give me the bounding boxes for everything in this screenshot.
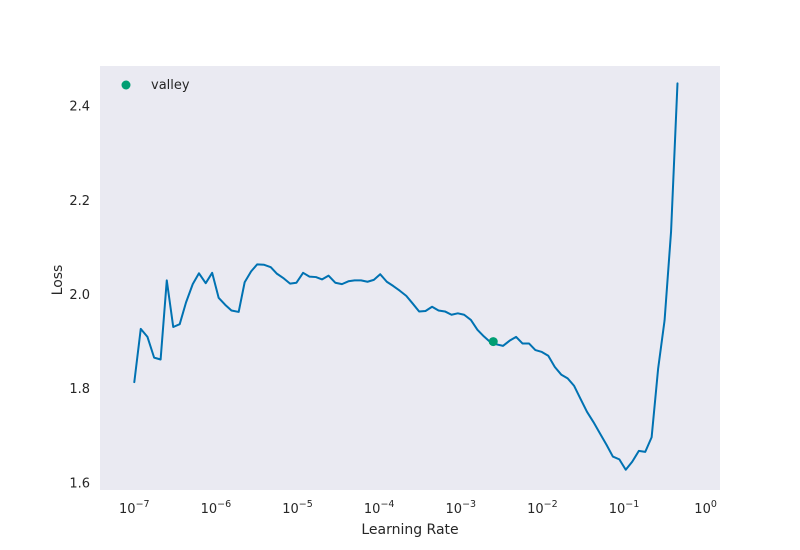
plot-area bbox=[100, 66, 720, 490]
x-tick-label: 10−5 bbox=[282, 499, 313, 517]
valley-markers bbox=[488, 337, 498, 347]
legend-valley-marker bbox=[121, 80, 131, 90]
y-tick-label: 1.6 bbox=[69, 476, 90, 491]
loss-curve bbox=[133, 82, 679, 471]
x-axis-ticks: 10−7 10−6 10−5 10−4 10−3 10−2 10−1 100 bbox=[119, 499, 717, 517]
x-tick-label: 10−4 bbox=[364, 499, 395, 517]
x-axis-title: Learning Rate bbox=[361, 522, 458, 538]
x-tick-label: 100 bbox=[694, 499, 717, 517]
x-tick-label: 10−1 bbox=[609, 499, 640, 517]
x-tick-label: 10−7 bbox=[119, 499, 150, 517]
valley-point bbox=[488, 337, 498, 347]
legend-valley-label: valley bbox=[151, 78, 190, 93]
x-tick-label: 10−6 bbox=[201, 499, 232, 517]
y-axis-title: Loss bbox=[50, 265, 66, 296]
y-tick-label: 2.0 bbox=[69, 288, 90, 303]
y-tick-label: 2.4 bbox=[69, 100, 90, 115]
y-tick-label: 1.8 bbox=[69, 382, 90, 397]
x-tick-label: 10−3 bbox=[446, 499, 477, 517]
y-tick-label: 2.2 bbox=[69, 194, 90, 209]
legend: valley bbox=[121, 78, 190, 93]
x-tick-label: 10−2 bbox=[527, 499, 558, 517]
y-axis-ticks: 1.6 1.8 2.0 2.2 2.4 bbox=[69, 100, 90, 492]
